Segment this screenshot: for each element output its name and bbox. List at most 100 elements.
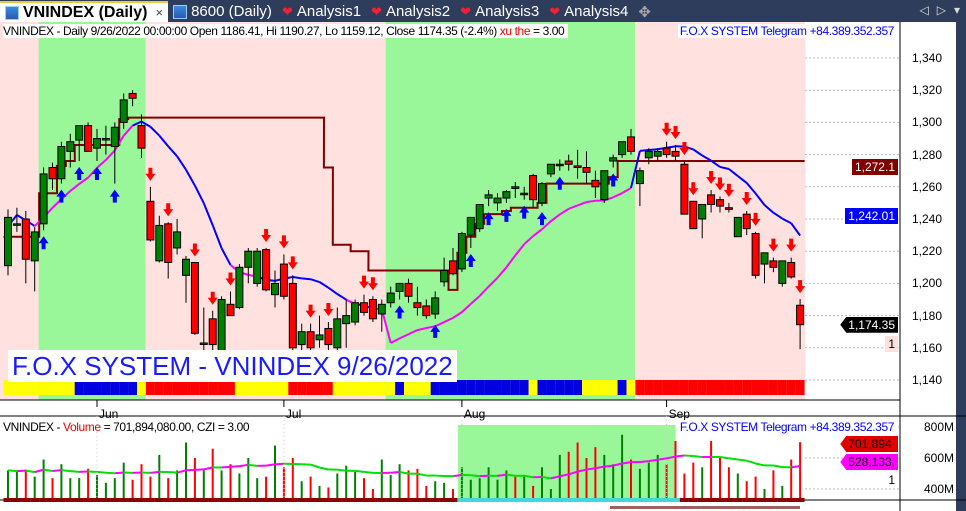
signal-strip-cell [261,380,271,395]
signal-strip-cell [377,380,387,395]
bearish-candle [48,166,57,180]
analysis-heart-icon: ❤ [460,3,472,19]
tab-analysis4[interactable]: ❤ Analysis4 [544,1,633,22]
chart-area[interactable] [0,22,966,511]
volume-strip-cell [279,498,289,502]
price-tick-label: 1,340 [912,51,943,65]
volume-strip-cell [501,498,511,502]
sell-arrow-icon [261,228,272,242]
bearish-candle [796,304,805,326]
volume-strip-cell [590,498,600,502]
tab-analysis3[interactable]: ❤ Analysis3 [455,1,544,22]
signal-strip-cell [332,380,342,395]
price-tick-label: 1,260 [912,179,943,194]
signal-strip-cell [315,380,324,395]
volume-ma-segment [70,470,80,473]
volume-ma-segment [203,466,213,471]
trend-line-segment [505,254,517,268]
signal-strip-cell [110,380,120,395]
tab-list-icon[interactable]: ▾ [953,3,960,17]
signal-strip-cell [145,380,155,395]
volume-strip-cell [706,498,716,502]
trend-line-segment [461,303,472,313]
signal-strip-cell [350,380,360,395]
volume-strip-cell [715,498,725,502]
price-axis [900,22,955,511]
tab-analysis1[interactable]: ❤ Analysis1 [277,1,366,22]
volume-strip-cell [528,498,538,502]
trend-line-segment [194,185,205,204]
buy-arrow-icon [537,212,547,226]
trend-line-segment [692,148,703,157]
signal-strip-cell [74,380,84,395]
volume-strip-cell [83,498,93,502]
bullish-candle [75,125,84,141]
tab-vnindex-daily-[interactable]: VNINDEX (Daily) × [0,1,169,22]
volume-ma-segment [675,454,685,458]
signal-strip-cell [653,380,663,395]
buy-arrow-icon [554,176,565,190]
bearish-candle [137,125,146,149]
bearish-candle [787,261,796,278]
volume-ma-segment [194,468,204,471]
sell-arrow-icon [750,212,761,226]
close-tab-icon[interactable]: × [155,5,164,20]
sell-arrow-icon [323,303,334,317]
bearish-candle [306,331,315,349]
trend-line-segment [211,224,223,249]
green-zone [38,22,146,400]
buy-arrow-icon [465,253,476,267]
sell-arrow-icon [287,256,298,270]
add-tab-icon[interactable]: ✥ [638,3,651,21]
volume-strip-cell [412,498,422,502]
signal-strip-cell [697,380,707,395]
tab-scroll-right-icon[interactable]: ▷ [936,3,946,17]
trend-line-segment [754,192,766,206]
volume-strip-cell [252,498,262,502]
trend-line-segment [523,235,534,245]
signal-strip-cell [404,380,413,395]
bullish-candle [253,250,262,284]
volume-ma-segment [746,459,756,465]
signal-strip-cell [30,380,40,395]
volume-strip-cell [564,498,574,502]
volume-strip-cell [421,498,431,502]
price-tick-label: 1,200 [912,276,943,291]
volume-ma-segment [7,469,17,473]
watermark-text: F.O.X SYSTEM - VNINDEX 9/26/2022 [8,350,457,382]
volume-ma-segment [621,461,632,465]
sell-arrow-icon [688,182,699,196]
volume-strip-cell [181,498,191,502]
bearish-candle [511,186,520,189]
buy-arrow-icon [38,236,49,250]
tab-analysis2[interactable]: ❤ Analysis2 [366,1,455,22]
bearish-candle [128,92,137,99]
signal-strip-cell [137,380,146,395]
trend-line-segment [478,285,490,297]
bullish-candle [502,191,511,199]
trend-line-segment [639,149,649,152]
signal-strip-cell [617,380,627,395]
bearish-candle [368,299,377,320]
volume-ma-segment [666,455,676,460]
volume-strip-cell [662,498,672,502]
sell-arrow-icon [768,238,779,252]
volume-ma-segment [399,470,409,475]
tab-8600-daily-[interactable]: 8600 (Daily) [168,1,277,22]
volume-strip-cell [519,498,529,502]
volume-strip-cell [466,498,476,502]
tab-label: Analysis3 [475,3,540,20]
tab-label: VNINDEX (Daily) [23,3,148,21]
volume-strip-cell [599,498,609,502]
signal-strip-cell [56,380,66,395]
volume-ma-segment [16,469,26,473]
volume-strip-cell [297,498,307,502]
bearish-candle [724,207,733,210]
volume-ma-segment [363,470,374,474]
volume-ma-segment [96,470,107,474]
sell-arrow-icon [741,191,752,205]
signal-strip-cell [519,380,529,395]
signal-strip-cell [21,380,31,395]
tab-scroll-left-icon[interactable]: ◁ [919,3,929,17]
bullish-candle [173,231,182,249]
